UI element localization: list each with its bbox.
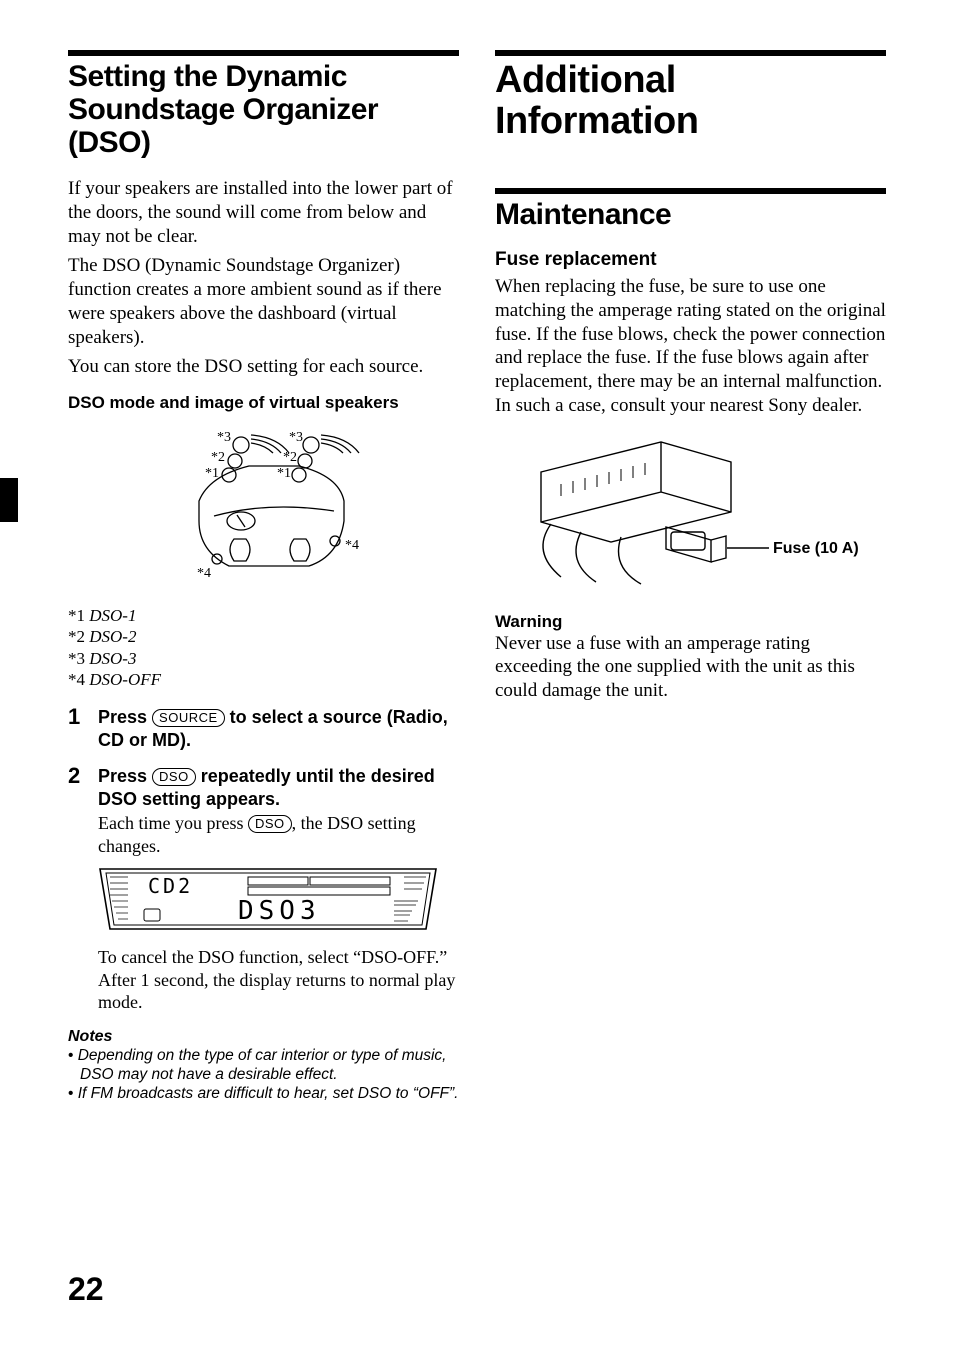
left-section-title: Setting the Dynamic Soundstage Organizer… xyxy=(68,60,459,159)
step-1-lead: Press SOURCE to select a source (Radio, … xyxy=(98,706,459,751)
after-lcd-text: To cancel the DSO function, select “DSO-… xyxy=(98,946,459,1014)
heading-rule xyxy=(495,188,886,194)
intro-paragraph-1: If your speakers are installed into the … xyxy=(68,177,459,248)
dso-mode-heading: DSO mode and image of virtual speakers xyxy=(68,393,459,413)
fuse-diagram: Fuse (10 A) xyxy=(495,432,886,602)
diagram-label: *4 xyxy=(197,566,211,581)
source-button-label: SOURCE xyxy=(152,709,225,727)
side-tab xyxy=(0,478,18,522)
lcd-line2: DSO3 xyxy=(238,896,321,926)
columns: Setting the Dynamic Soundstage Organizer… xyxy=(68,50,886,1104)
legend-row: *2 DSO-2 xyxy=(68,626,459,647)
fuse-label: Fuse (10 A) xyxy=(773,540,859,557)
diagram-label: *3 xyxy=(289,430,303,445)
dso-diagram: *3 *3 *2 *2 *1 *1 *4 *4 xyxy=(68,421,459,591)
left-column: Setting the Dynamic Soundstage Organizer… xyxy=(68,50,459,1104)
fuse-heading: Fuse replacement xyxy=(495,249,886,271)
steps-list: 1 Press SOURCE to select a source (Radio… xyxy=(68,706,459,1014)
note-item: If FM broadcasts are difficult to hear, … xyxy=(68,1084,459,1103)
diagram-label: *4 xyxy=(345,538,359,553)
right-section-title: Maintenance xyxy=(495,198,886,231)
heading-rule xyxy=(495,50,886,56)
legend-row: *4 DSO-OFF xyxy=(68,669,459,690)
legend-row: *1 DSO-1 xyxy=(68,605,459,626)
dso-button-label: DSO xyxy=(152,768,196,786)
notes-list: Depending on the type of car interior or… xyxy=(68,1046,459,1104)
step-2: 2 Press DSO repeatedly until the desired… xyxy=(68,765,459,1014)
diagram-label: *2 xyxy=(283,450,297,465)
page-number: 22 xyxy=(68,1271,104,1308)
step-number: 1 xyxy=(68,706,88,751)
step-body: Press SOURCE to select a source (Radio, … xyxy=(98,706,459,751)
legend-row: *3 DSO-3 xyxy=(68,648,459,669)
step-number: 2 xyxy=(68,765,88,1014)
diagram-label: *2 xyxy=(211,450,225,465)
notes-heading: Notes xyxy=(68,1028,459,1046)
right-column: Additional Information Maintenance Fuse … xyxy=(495,50,886,1104)
intro-paragraph-3: You can store the DSO setting for each s… xyxy=(68,355,459,379)
dso-button-label: DSO xyxy=(248,815,292,833)
step-1: 1 Press SOURCE to select a source (Radio… xyxy=(68,706,459,751)
dso-legend: *1 DSO-1 *2 DSO-2 *3 DSO-3 *4 DSO-OFF xyxy=(68,605,459,690)
heading-rule xyxy=(68,50,459,56)
diagram-label: *3 xyxy=(217,430,231,445)
page: Setting the Dynamic Soundstage Organizer… xyxy=(0,0,954,1352)
warning-body: Never use a fuse with an amperage rating… xyxy=(495,632,886,703)
diagram-label: *1 xyxy=(205,466,219,481)
right-major-title: Additional Information xyxy=(495,60,886,142)
note-item: Depending on the type of car interior or… xyxy=(68,1046,459,1085)
fuse-body: When replacing the fuse, be sure to use … xyxy=(495,275,886,418)
step-body: Press DSO repeatedly until the desired D… xyxy=(98,765,459,1014)
step-2-cont: Each time you press DSO, the DSO setting… xyxy=(98,812,459,857)
intro-paragraph-2: The DSO (Dynamic Soundstage Organizer) f… xyxy=(68,254,459,349)
lcd-display: CD2 DSO3 xyxy=(98,867,459,936)
diagram-label: *1 xyxy=(277,466,291,481)
lcd-line1: CD2 xyxy=(148,874,193,898)
warning-heading: Warning xyxy=(495,612,886,632)
step-2-lead: Press DSO repeatedly until the desired D… xyxy=(98,765,459,810)
